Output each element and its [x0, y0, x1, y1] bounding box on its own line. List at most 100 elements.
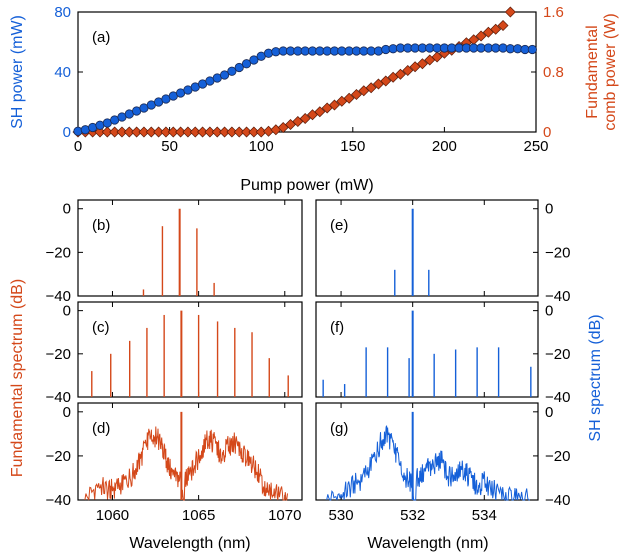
- comb-power-point: [145, 126, 157, 138]
- sh-power-point: [373, 46, 384, 56]
- y-tick-label: −40: [46, 492, 71, 509]
- comb-power-point: [497, 20, 509, 31]
- comb-power-point: [131, 126, 143, 138]
- comb-power-point: [153, 126, 165, 138]
- panel-b-label: (b): [92, 217, 110, 234]
- panel-b: (b) 0 −20 −40: [46, 199, 303, 305]
- x-tick-label: 1065: [182, 507, 215, 524]
- comb-power-point: [233, 126, 245, 138]
- panel-a-y-left-ticks: 0 40 80: [54, 4, 83, 141]
- panel-f: (f) 0 −20 −40: [315, 301, 570, 406]
- x-tick-label: 250: [523, 138, 548, 155]
- comb-power-point: [211, 126, 223, 138]
- comb-power-point: [241, 126, 253, 138]
- panel-a-frame: [77, 11, 537, 133]
- sh-power-point: [241, 59, 252, 69]
- sh-power-series: [73, 43, 537, 136]
- sh-power-point: [249, 55, 259, 65]
- x-tick-label: 200: [432, 138, 457, 155]
- panel-a-x-ticks: 0 50 100 150 200 250: [74, 127, 549, 155]
- sh-power-point: [527, 44, 537, 55]
- panel-a-y-right-ticks: 0 0.8 1.6: [531, 4, 564, 141]
- x-tick-label: 50: [161, 138, 178, 155]
- spectrum-trace: [326, 425, 530, 502]
- y-tick-label: 0: [545, 201, 553, 218]
- comb-power-point: [138, 126, 150, 138]
- comb-power-point: [101, 126, 113, 138]
- sh-power-point: [219, 70, 230, 80]
- y-left-tick-label: 40: [54, 64, 71, 81]
- comb-power-point: [475, 30, 487, 42]
- y-tick-label: −40: [46, 288, 71, 305]
- x-tick-label: 1070: [268, 507, 301, 524]
- panel-d-frame: [77, 402, 303, 501]
- comb-power-point: [350, 89, 362, 100]
- panel-e: (e) 0 −20 −40: [315, 199, 570, 305]
- sh-power-point: [234, 62, 244, 73]
- comb-power-point: [94, 126, 106, 138]
- comb-power-point: [314, 106, 326, 118]
- comb-power-point: [248, 126, 260, 138]
- comb-power-point: [189, 126, 201, 138]
- y-tick-label: −20: [545, 448, 570, 465]
- comb-power-point: [402, 65, 414, 76]
- x-axis-label-fundamental-wavelength: Wavelength (nm): [129, 535, 250, 552]
- comb-power-point: [299, 113, 311, 124]
- y-tick-label: 0: [63, 404, 71, 421]
- sh-power-point: [263, 48, 274, 58]
- comb-power-point: [416, 58, 428, 70]
- x-tick-label: 534: [472, 507, 497, 524]
- comb-power-point: [123, 126, 135, 138]
- y-tick-label: −20: [46, 244, 71, 261]
- comb-power-point: [328, 99, 340, 111]
- panel-c: (c) 0 −20 −40: [46, 301, 303, 406]
- panel-g: (g) 0 −20 −40 530 532 534: [315, 402, 570, 524]
- y-left-tick-label: 80: [54, 4, 71, 21]
- sh-power-point: [73, 126, 83, 136]
- panel-c-label: (c): [92, 319, 110, 336]
- comb-power-point: [175, 126, 187, 138]
- comb-power-point: [167, 126, 179, 138]
- x-tick-label: 150: [340, 138, 365, 155]
- comb-power-point: [226, 126, 238, 138]
- comb-power-point: [197, 126, 209, 138]
- comb-power-point: [394, 68, 406, 80]
- x-tick-label: 530: [329, 507, 354, 524]
- y-axis-label-comb-power-line2: comb power (W): [602, 13, 619, 130]
- y-right-tick-label: 0.8: [543, 64, 564, 81]
- y-right-tick-label: 1.6: [543, 4, 564, 21]
- y-tick-label: −20: [545, 244, 570, 261]
- panel-f-frame: [315, 301, 539, 398]
- comb-power-point: [204, 126, 216, 138]
- x-tick-label: 100: [249, 138, 274, 155]
- panel-a: (a) 0 50 100 150 200 250 0 40 80 0 0.8 1.6 Pump p…: [9, 4, 619, 194]
- y-axis-label-sh-power: SH power (mW): [9, 15, 26, 129]
- y-tick-label: −20: [545, 346, 570, 363]
- y-tick-label: −40: [545, 389, 570, 406]
- panel-d: (d) 0 −20 −40 1060 1065 1070: [46, 402, 303, 524]
- comb-power-point: [109, 126, 121, 138]
- fundamental-comb-series: [72, 6, 516, 138]
- comb-power-point: [431, 51, 443, 63]
- comb-power-point: [380, 75, 392, 87]
- panel-e-label: (e): [330, 217, 348, 234]
- y-axis-label-comb-power-line1: Fundamental: [584, 25, 601, 118]
- y-right-tick-label: 0: [543, 124, 551, 141]
- y-axis-label-fundamental-spectrum: Fundamental spectrum (dB): [9, 279, 26, 477]
- y-tick-label: −20: [46, 448, 71, 465]
- y-axis-label-sh-spectrum: SH spectrum (dB): [587, 314, 604, 441]
- panel-e-frame: [315, 199, 539, 297]
- y-tick-label: 0: [63, 303, 71, 320]
- comb-power-point: [365, 82, 377, 94]
- y-left-tick-label: 0: [63, 124, 71, 141]
- y-tick-label: −20: [46, 346, 71, 363]
- x-tick-label: 1060: [96, 507, 129, 524]
- comb-power-point: [343, 92, 355, 104]
- x-axis-label-sh-wavelength: Wavelength (nm): [367, 535, 488, 552]
- panel-a-label: (a): [92, 29, 110, 46]
- panel-d-label: (d): [92, 420, 110, 437]
- x-tick-label: 532: [400, 507, 425, 524]
- panel-g-label: (g): [330, 420, 348, 437]
- comb-power-point: [504, 6, 516, 18]
